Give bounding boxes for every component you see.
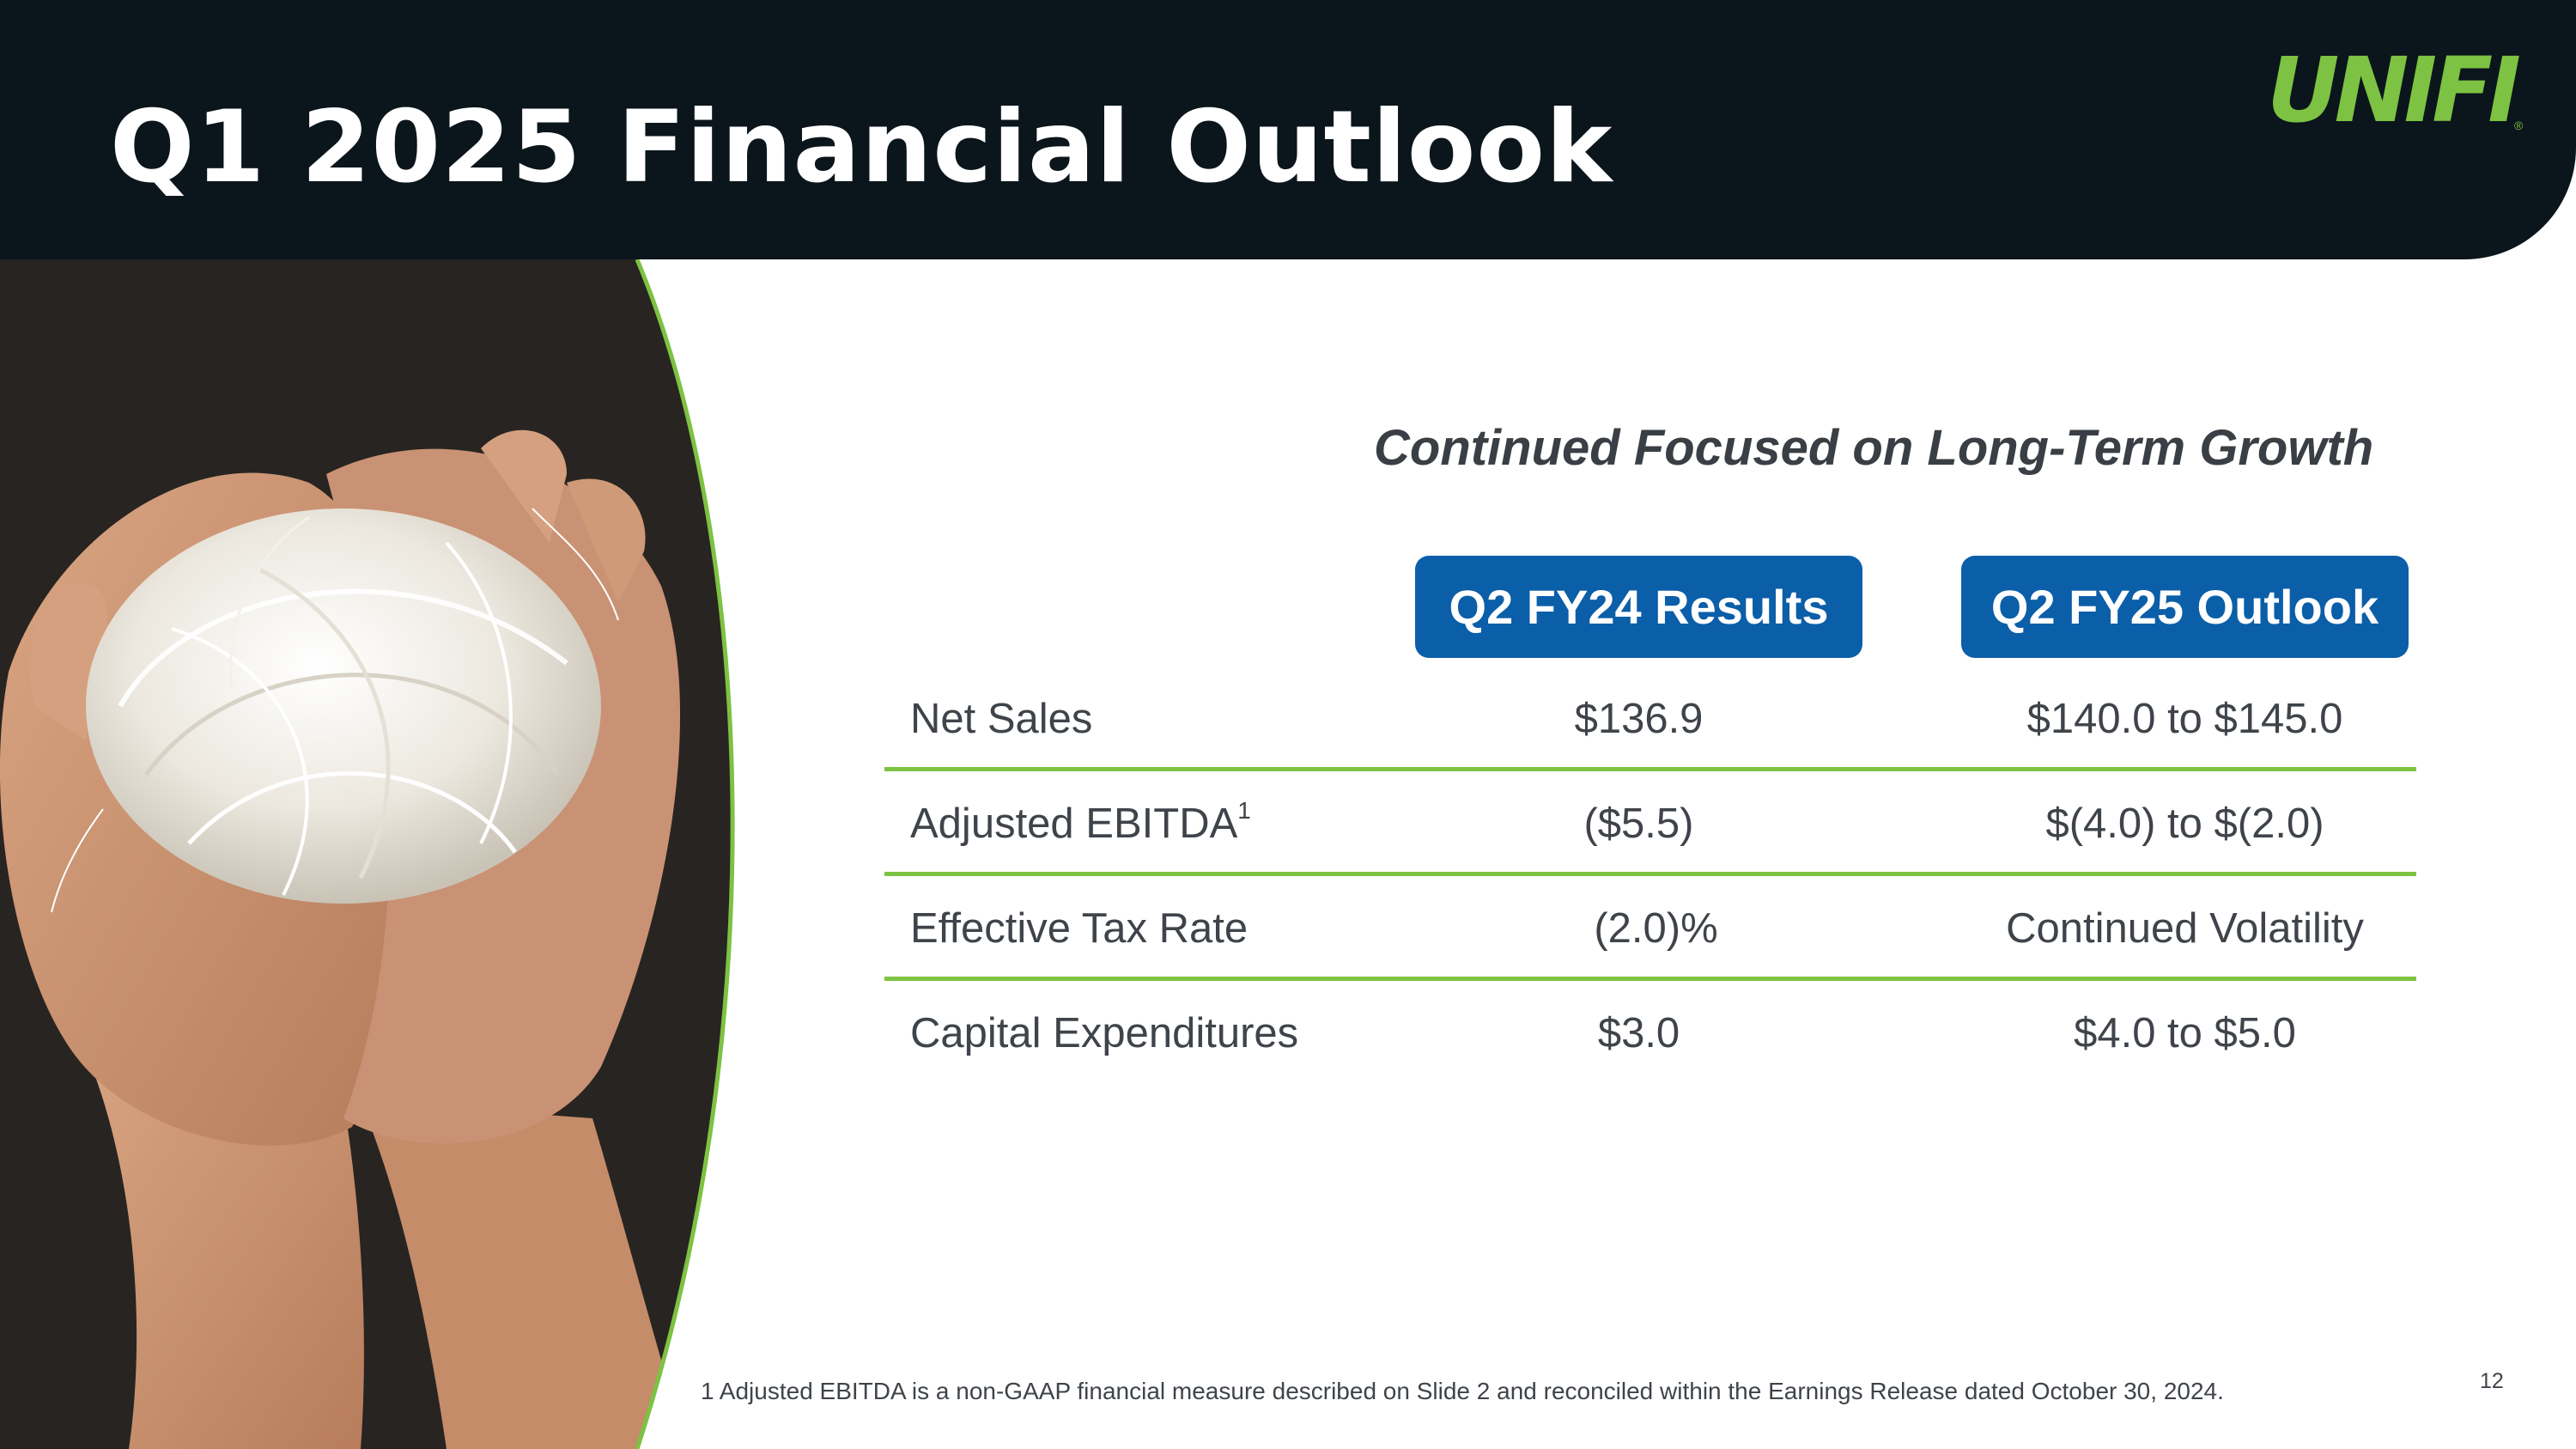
financial-outlook-table: Net Sales $136.9 $140.0 to $145.0 Adjust… xyxy=(884,667,2416,1086)
q2fy24-value: (2.0)% xyxy=(1594,905,1718,952)
q2fy25-value: $4.0 to $5.0 xyxy=(2074,1010,2296,1056)
row-label: Effective Tax Rate xyxy=(910,876,1248,981)
column-header-q2-fy24-results: Q2 FY24 Results xyxy=(1415,556,1862,658)
table-row-adjusted-ebitda: Adjusted EBITDA1 ($5.5) $(4.0) to $(2.0) xyxy=(884,771,2416,876)
logo-wordmark: UNIFI xyxy=(2267,38,2521,143)
q2fy24-value: $136.9 xyxy=(1574,696,1704,742)
row-label: Capital Expenditures xyxy=(910,981,1298,1086)
page-title: Q1 2025 Financial Outlook xyxy=(110,89,1613,205)
q2fy24-value: ($5.5) xyxy=(1583,801,1694,847)
hands-holding-yarn-photo xyxy=(0,259,735,1449)
header-bar: Q1 2025 Financial Outlook xyxy=(0,0,2576,259)
q2fy25-value: $(4.0) to $(2.0) xyxy=(2045,801,2324,847)
row-label-text: Adjusted EBITDA xyxy=(910,801,1238,847)
section-subtitle: Continued Focused on Long-Term Growth xyxy=(1374,420,2374,476)
row-label-text: Effective Tax Rate xyxy=(910,905,1249,952)
column-header-q2-fy25-outlook: Q2 FY25 Outlook xyxy=(1961,556,2409,658)
footnote-marker: 1 xyxy=(1237,797,1251,824)
unifi-logo: UNIFI xyxy=(2267,38,2530,143)
footnote: 1 Adjusted EBITDA is a non-GAAP financia… xyxy=(701,1378,2224,1404)
row-label-text: Capital Expenditures xyxy=(910,1010,1299,1056)
table-row-capital-expenditures: Capital Expenditures $3.0 $4.0 to $5.0 xyxy=(884,981,2416,1086)
q2fy25-value: Continued Volatility xyxy=(2006,905,2364,952)
table-row-net-sales: Net Sales $136.9 $140.0 to $145.0 xyxy=(884,667,2416,771)
q2fy25-value: $140.0 to $145.0 xyxy=(2026,696,2343,742)
row-label: Adjusted EBITDA1 xyxy=(910,771,1251,876)
logo-trademark: ® xyxy=(2514,119,2524,132)
row-label: Net Sales xyxy=(910,667,1092,771)
row-label-text: Net Sales xyxy=(910,696,1093,742)
table-row-effective-tax-rate: Effective Tax Rate (2.0)% Continued Vola… xyxy=(884,876,2416,981)
q2fy24-value: $3.0 xyxy=(1597,1010,1680,1056)
page-number: 12 xyxy=(2480,1369,2504,1393)
